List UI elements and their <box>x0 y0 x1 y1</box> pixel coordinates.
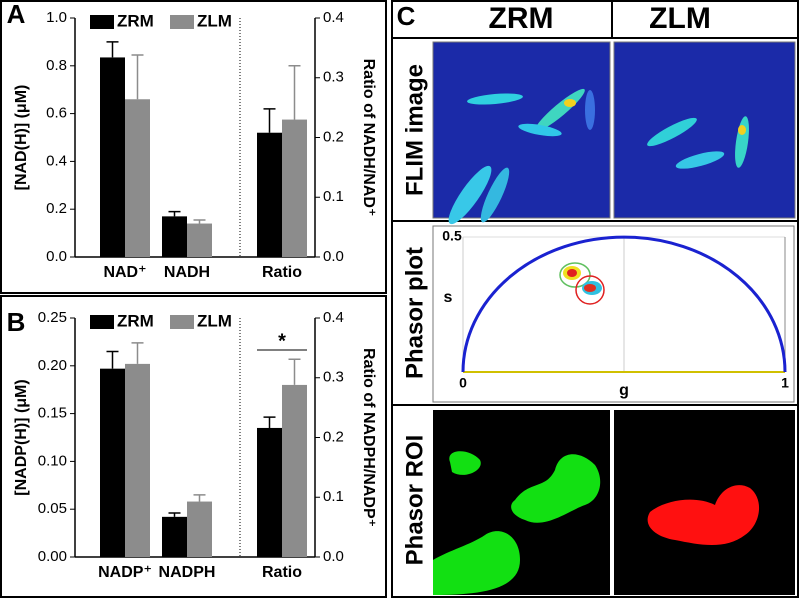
y-tick-label: 0.6 <box>46 105 67 122</box>
error-bar <box>288 65 301 120</box>
bar <box>100 368 125 557</box>
phasor-roi <box>614 410 795 595</box>
y2-tick-label: 0.3 <box>323 369 344 386</box>
phasor-plot: 0.5 s 0 g 1 <box>432 225 795 403</box>
y2-tick-label: 0.3 <box>323 69 344 86</box>
y-tick-label: 0.25 <box>38 309 67 326</box>
legend-label: ZLM <box>197 11 232 30</box>
error-bar <box>168 210 181 217</box>
legend-label: ZLM <box>197 311 232 330</box>
bar <box>125 99 150 257</box>
y2-tick-label: 0.0 <box>323 248 344 265</box>
error-bar <box>263 416 276 428</box>
bar <box>257 132 282 257</box>
x-tick-label: Ratio <box>262 564 302 581</box>
phasor-roi <box>433 410 610 595</box>
y2-tick-label: 0.0 <box>323 548 344 565</box>
phasor-tick: 1 <box>781 375 789 391</box>
flim-image <box>432 41 611 225</box>
phasor-tick: 0 <box>459 375 467 391</box>
bar <box>100 57 125 258</box>
y-tick-label: 0.10 <box>38 452 67 469</box>
legend-label: ZRM <box>117 311 154 330</box>
y2-tick-label: 0.1 <box>323 488 344 505</box>
universal-circle <box>461 235 787 373</box>
panel-c-frame <box>391 0 799 598</box>
y-tick-label: 0.05 <box>38 500 67 517</box>
y-tick-label: 0.00 <box>38 548 67 565</box>
x-tick-label: NADP⁺ <box>98 564 152 581</box>
error-bar <box>131 342 144 364</box>
panel-letter: B <box>7 307 26 337</box>
error-bar <box>168 512 181 517</box>
y-tick-label: 0.2 <box>46 200 67 217</box>
error-bar <box>106 350 119 369</box>
error-bar <box>193 494 206 502</box>
bar <box>162 216 187 257</box>
x-tick-label: Ratio <box>262 264 302 281</box>
y-tick-label: 0.15 <box>38 405 67 422</box>
bar <box>187 501 212 557</box>
bar <box>125 363 150 557</box>
column-header: ZLM <box>649 2 711 35</box>
panel-letter: A <box>7 0 26 29</box>
legend-swatch <box>170 15 194 29</box>
row-label: Phasor ROI <box>401 435 428 566</box>
y-tick-label: 0.4 <box>46 152 67 169</box>
panel-b-frame <box>0 295 387 598</box>
bar <box>162 516 187 557</box>
x-tick-label: NAD⁺ <box>103 264 146 281</box>
y-tick-label: 1.0 <box>46 9 67 26</box>
y-tick-label: 0.8 <box>46 57 67 74</box>
row-label: Phasor plot <box>401 247 428 379</box>
column-header: ZRM <box>489 2 554 35</box>
significance-mark: * <box>278 330 286 352</box>
legend-swatch <box>170 315 194 329</box>
y2-tick-label: 0.4 <box>323 309 344 326</box>
error-bar <box>263 108 276 133</box>
phasor-axis-label: g <box>619 382 629 399</box>
bar <box>282 119 307 257</box>
x-tick-label: NADH <box>164 264 210 281</box>
y2-axis-label: Ratio of NADH/NAD⁺ <box>360 59 377 217</box>
legend-swatch <box>90 315 114 329</box>
phasor-tick: 0.5 <box>442 228 462 244</box>
bar <box>257 427 282 557</box>
y-tick-label: 0.20 <box>38 357 67 374</box>
y-tick-label: 0.0 <box>46 248 67 265</box>
bar <box>187 223 212 257</box>
legend-label: ZRM <box>117 11 154 30</box>
y2-tick-label: 0.2 <box>323 428 344 445</box>
error-bar <box>193 219 206 224</box>
phasor-axis-label: s <box>444 289 453 306</box>
flim-image <box>613 41 796 219</box>
panel-a-frame <box>0 0 387 294</box>
panel-letter: C <box>397 1 416 31</box>
bar <box>282 384 307 557</box>
x-tick-label: NADPH <box>159 564 216 581</box>
legend-swatch <box>90 15 114 29</box>
y2-axis-label: Ratio of NADPH/NADP⁺ <box>360 348 377 527</box>
error-bar <box>288 358 301 385</box>
y-axis-label: [NADP(H)] (μM) <box>13 379 30 495</box>
y2-tick-label: 0.1 <box>323 188 344 205</box>
y2-tick-label: 0.2 <box>323 128 344 145</box>
y-axis-label: [NAD(H)] (μM) <box>13 85 30 191</box>
error-bar <box>131 54 144 100</box>
panel-c: C ZRM ZLM FLIM image Phasor plot Phasor … <box>392 1 798 595</box>
y2-tick-label: 0.4 <box>323 9 344 26</box>
error-bar <box>106 41 119 58</box>
row-label: FLIM image <box>401 64 428 196</box>
